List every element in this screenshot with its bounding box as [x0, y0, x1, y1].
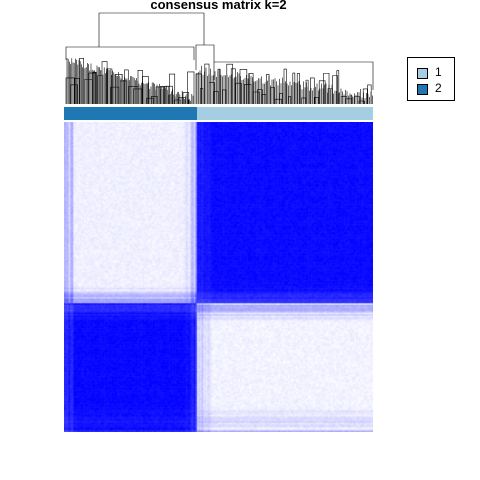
- dendrogram-branch: [332, 75, 339, 104]
- legend-swatch-2: [417, 84, 428, 95]
- legend-swatch-1: [417, 68, 428, 79]
- dendrogram-branch: [98, 12, 205, 47]
- annotation-segment-class-1: [197, 107, 373, 120]
- dendrogram-branch: [169, 73, 176, 104]
- legend: 1 2: [407, 57, 455, 101]
- consensus-heatmap: [64, 122, 373, 432]
- column-dendrogram: [65, 12, 374, 104]
- dendrogram-branch: [239, 69, 248, 104]
- dendrogram-branch: [146, 97, 154, 104]
- dendrogram-branch: [283, 68, 287, 104]
- dendrogram-branch: [252, 91, 260, 104]
- chart-title: consensus matrix k=2: [150, 0, 287, 12]
- dendrogram-branch: [213, 61, 374, 90]
- dendrogram-branch: [65, 46, 195, 60]
- cluster-annotation-bar: [64, 107, 373, 120]
- dendrogram-branch: [235, 82, 242, 104]
- dendrogram-branch: [187, 71, 195, 104]
- dendrogram-branch: [195, 44, 215, 70]
- legend-label-1: 1: [435, 65, 442, 79]
- dendrogram-branch: [274, 98, 282, 104]
- dendrogram-branch: [261, 94, 267, 104]
- dendrogram-branch: [182, 92, 190, 104]
- dendrogram-branch: [336, 70, 340, 104]
- dendrogram-branch: [204, 63, 210, 104]
- dendrogram-branch: [70, 84, 78, 104]
- legend-label-2: 2: [435, 81, 442, 95]
- dendrogram-branch: [318, 80, 326, 104]
- annotation-segment-class-2: [64, 107, 197, 120]
- dendrogram-branch: [248, 73, 254, 104]
